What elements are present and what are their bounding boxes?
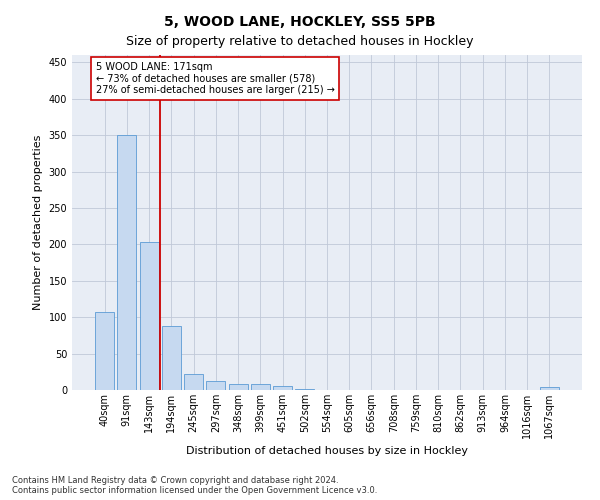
X-axis label: Distribution of detached houses by size in Hockley: Distribution of detached houses by size … [186, 446, 468, 456]
Bar [206, 380, 225, 390]
Y-axis label: Number of detached properties: Number of detached properties [33, 135, 43, 310]
Text: Contains HM Land Registry data © Crown copyright and database right 2024.
Contai: Contains HM Land Registry data © Crown c… [12, 476, 377, 495]
Bar [273, 386, 292, 390]
Bar [118, 135, 136, 390]
Bar [295, 388, 314, 390]
Bar [229, 384, 248, 390]
Text: 5, WOOD LANE, HOCKLEY, SS5 5PB: 5, WOOD LANE, HOCKLEY, SS5 5PB [164, 15, 436, 29]
Bar [540, 387, 559, 390]
Bar [184, 374, 203, 390]
Bar [140, 242, 158, 390]
Text: Size of property relative to detached houses in Hockley: Size of property relative to detached ho… [126, 35, 474, 48]
Text: 5 WOOD LANE: 171sqm
← 73% of detached houses are smaller (578)
27% of semi-detac: 5 WOOD LANE: 171sqm ← 73% of detached ho… [96, 62, 335, 96]
Bar [162, 326, 181, 390]
Bar [95, 312, 114, 390]
Bar [251, 384, 270, 390]
